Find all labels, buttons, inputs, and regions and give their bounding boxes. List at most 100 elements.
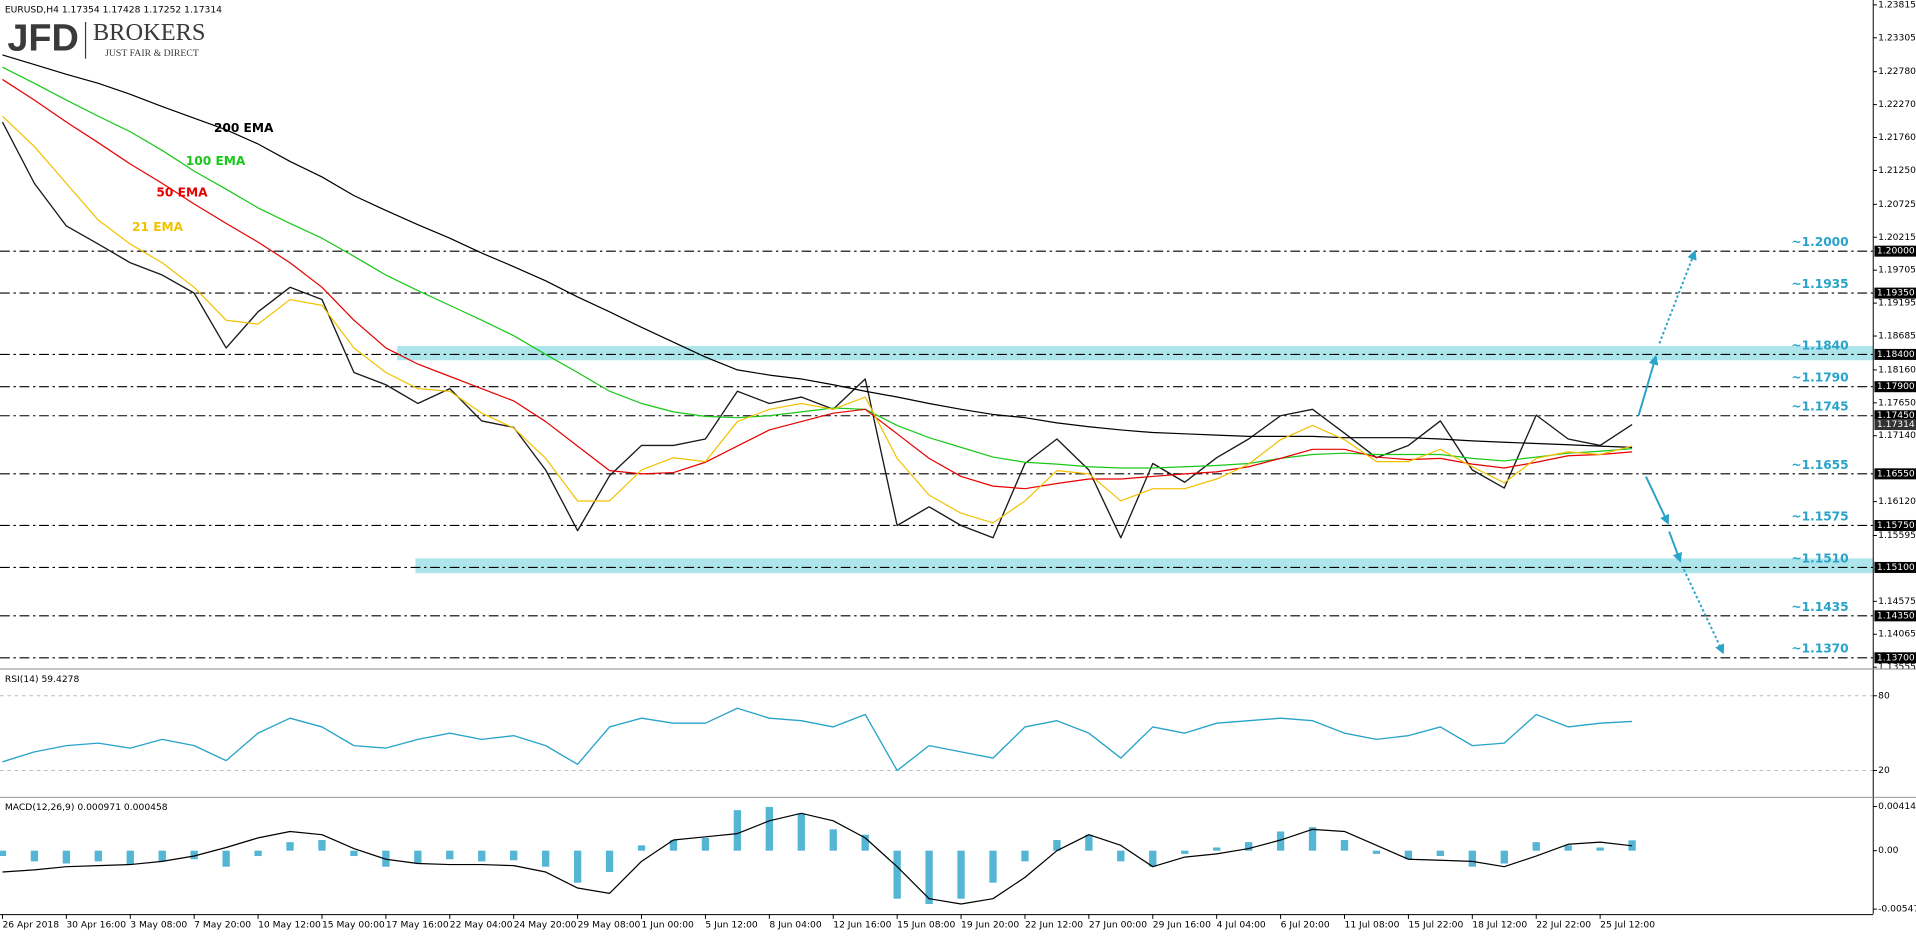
- x-tick-label: 29 May 08:00: [578, 920, 641, 931]
- y-tick-label: 1.17140: [1878, 430, 1916, 441]
- histogram-bar: [1021, 850, 1029, 862]
- x-tick-label: 29 Jun 16:00: [1153, 920, 1211, 931]
- zone: [415, 558, 1874, 574]
- x-tick-label: 3 May 08:00: [130, 920, 187, 931]
- y-tick-label: 1.18160: [1878, 364, 1916, 375]
- series-line: [1, 121, 1633, 539]
- y-tick-label: 1.22780: [1878, 66, 1916, 77]
- level-note: ~1.1370: [1791, 642, 1848, 656]
- arrow: [1668, 531, 1682, 563]
- y-tick-label: -0.005477: [1878, 904, 1916, 915]
- histogram-bar: [62, 850, 71, 864]
- level-note: ~1.1840: [1791, 338, 1848, 352]
- last-price-label: 1.17314: [1877, 419, 1915, 430]
- histogram-bar: [765, 806, 773, 851]
- histogram-bar: [1596, 847, 1604, 851]
- histogram-bar: [30, 850, 39, 862]
- brand-name: JFD: [7, 17, 79, 59]
- level-box: [1874, 610, 1916, 622]
- level-note: ~1.1510: [1791, 551, 1848, 565]
- y-tick-label: 1.20725: [1878, 199, 1916, 210]
- scenario-arrows: [1637, 249, 1725, 655]
- x-tick-label: 15 Jul 22:00: [1408, 920, 1463, 931]
- histogram-bar: [957, 850, 965, 899]
- histogram-bar: [286, 842, 294, 851]
- x-tick-label: 6 Jul 20:00: [1281, 920, 1330, 931]
- x-tick-label: 17 May 16:00: [386, 920, 449, 931]
- x-tick-label: 12 Jun 16:00: [833, 920, 891, 931]
- histogram-bar: [573, 850, 582, 883]
- histogram-bar: [1532, 842, 1540, 851]
- series-line: [2, 812, 1633, 905]
- level-box: [1874, 348, 1916, 360]
- x-tick-label: 7 May 20:00: [194, 920, 251, 931]
- histogram-bar: [733, 810, 742, 851]
- histogram-bar: [158, 850, 166, 862]
- level-note: ~1.1435: [1791, 600, 1848, 614]
- series-line: [2, 115, 1633, 524]
- x-tick-label: 27 Jun 00:00: [1089, 920, 1147, 931]
- level-note: ~1.1655: [1791, 458, 1848, 472]
- last-price-box: [1874, 419, 1916, 431]
- x-tick-label: 22 Jul 22:00: [1536, 920, 1591, 931]
- x-tick-label: 22 Jun 12:00: [1025, 920, 1083, 931]
- x-tick-label: 10 May 12:00: [258, 920, 321, 931]
- level-box-label: 1.18400: [1877, 349, 1915, 360]
- histogram-bar: [1117, 850, 1125, 862]
- y-tick-label: 1.22270: [1878, 99, 1916, 110]
- arrow: [1658, 249, 1697, 344]
- level-note: ~1.1935: [1791, 277, 1848, 291]
- histogram-bar: [1213, 847, 1221, 851]
- histogram-bar: [478, 850, 486, 862]
- histogram-bar: [893, 850, 901, 899]
- arrow: [1682, 569, 1725, 655]
- histogram-bar: [414, 850, 422, 864]
- histogram-bar: [0, 850, 7, 857]
- x-tick-label: 4 Jul 04:00: [1217, 920, 1266, 931]
- histogram-bar: [222, 850, 230, 867]
- histogram-bar: [446, 850, 454, 860]
- level-note: ~1.1790: [1791, 371, 1848, 385]
- x-tick-label: 19 Jun 20:00: [961, 920, 1019, 931]
- chart-title: EURUSD,H4 1.17354 1.17428 1.17252 1.1731…: [5, 4, 222, 15]
- x-tick-label: 15 Jun 08:00: [897, 920, 955, 931]
- histogram-bar: [350, 850, 358, 857]
- y-tick-label: 1.23815: [1878, 0, 1916, 10]
- x-tick-label: 24 May 20:00: [514, 920, 577, 931]
- y-tick-label: 1.16120: [1878, 496, 1916, 507]
- y-tick-label: 1.14575: [1878, 596, 1916, 607]
- histogram-bar: [701, 837, 710, 851]
- histogram-bar: [1404, 850, 1413, 860]
- zones-layer: [0, 250, 1874, 659]
- x-tick-label: 26 Apr 2018: [2, 920, 59, 931]
- level-box-label: 1.17450: [1877, 410, 1915, 421]
- histogram-bar: [829, 829, 837, 851]
- histogram-bar: [1149, 850, 1157, 867]
- rsi-title: RSI(14) 59.4278: [5, 674, 80, 685]
- histogram-bar: [1308, 827, 1317, 851]
- zone: [397, 346, 1874, 361]
- macd-title: MACD(12,26,9) 0.000971 0.000458: [5, 802, 168, 813]
- legend-label: 200 EMA: [214, 121, 274, 135]
- histogram-bar: [1276, 831, 1285, 851]
- y-tick-label: 1.14065: [1878, 629, 1916, 640]
- y-tick-label: 0.004144: [1878, 801, 1916, 812]
- histogram-bar: [510, 850, 518, 861]
- histogram-bar: [637, 845, 646, 851]
- level-box-label: 1.15100: [1877, 562, 1915, 573]
- histogram-bar: [1244, 842, 1253, 851]
- histogram-bar: [1500, 850, 1508, 864]
- histogram-bar: [605, 850, 614, 873]
- x-tick-label: 25 Jul 12:00: [1600, 920, 1655, 931]
- histogram-bar: [1468, 850, 1476, 867]
- level-box: [1874, 468, 1916, 480]
- x-tick-label: 11 Jul 08:00: [1344, 920, 1399, 931]
- histogram-bar: [669, 840, 678, 851]
- arrow: [1637, 354, 1659, 416]
- level-box-label: 1.13700: [1877, 652, 1915, 663]
- level-box-label: 1.19350: [1877, 288, 1915, 299]
- histogram-bar: [925, 850, 933, 905]
- brand-suffix: BROKERS: [93, 19, 206, 46]
